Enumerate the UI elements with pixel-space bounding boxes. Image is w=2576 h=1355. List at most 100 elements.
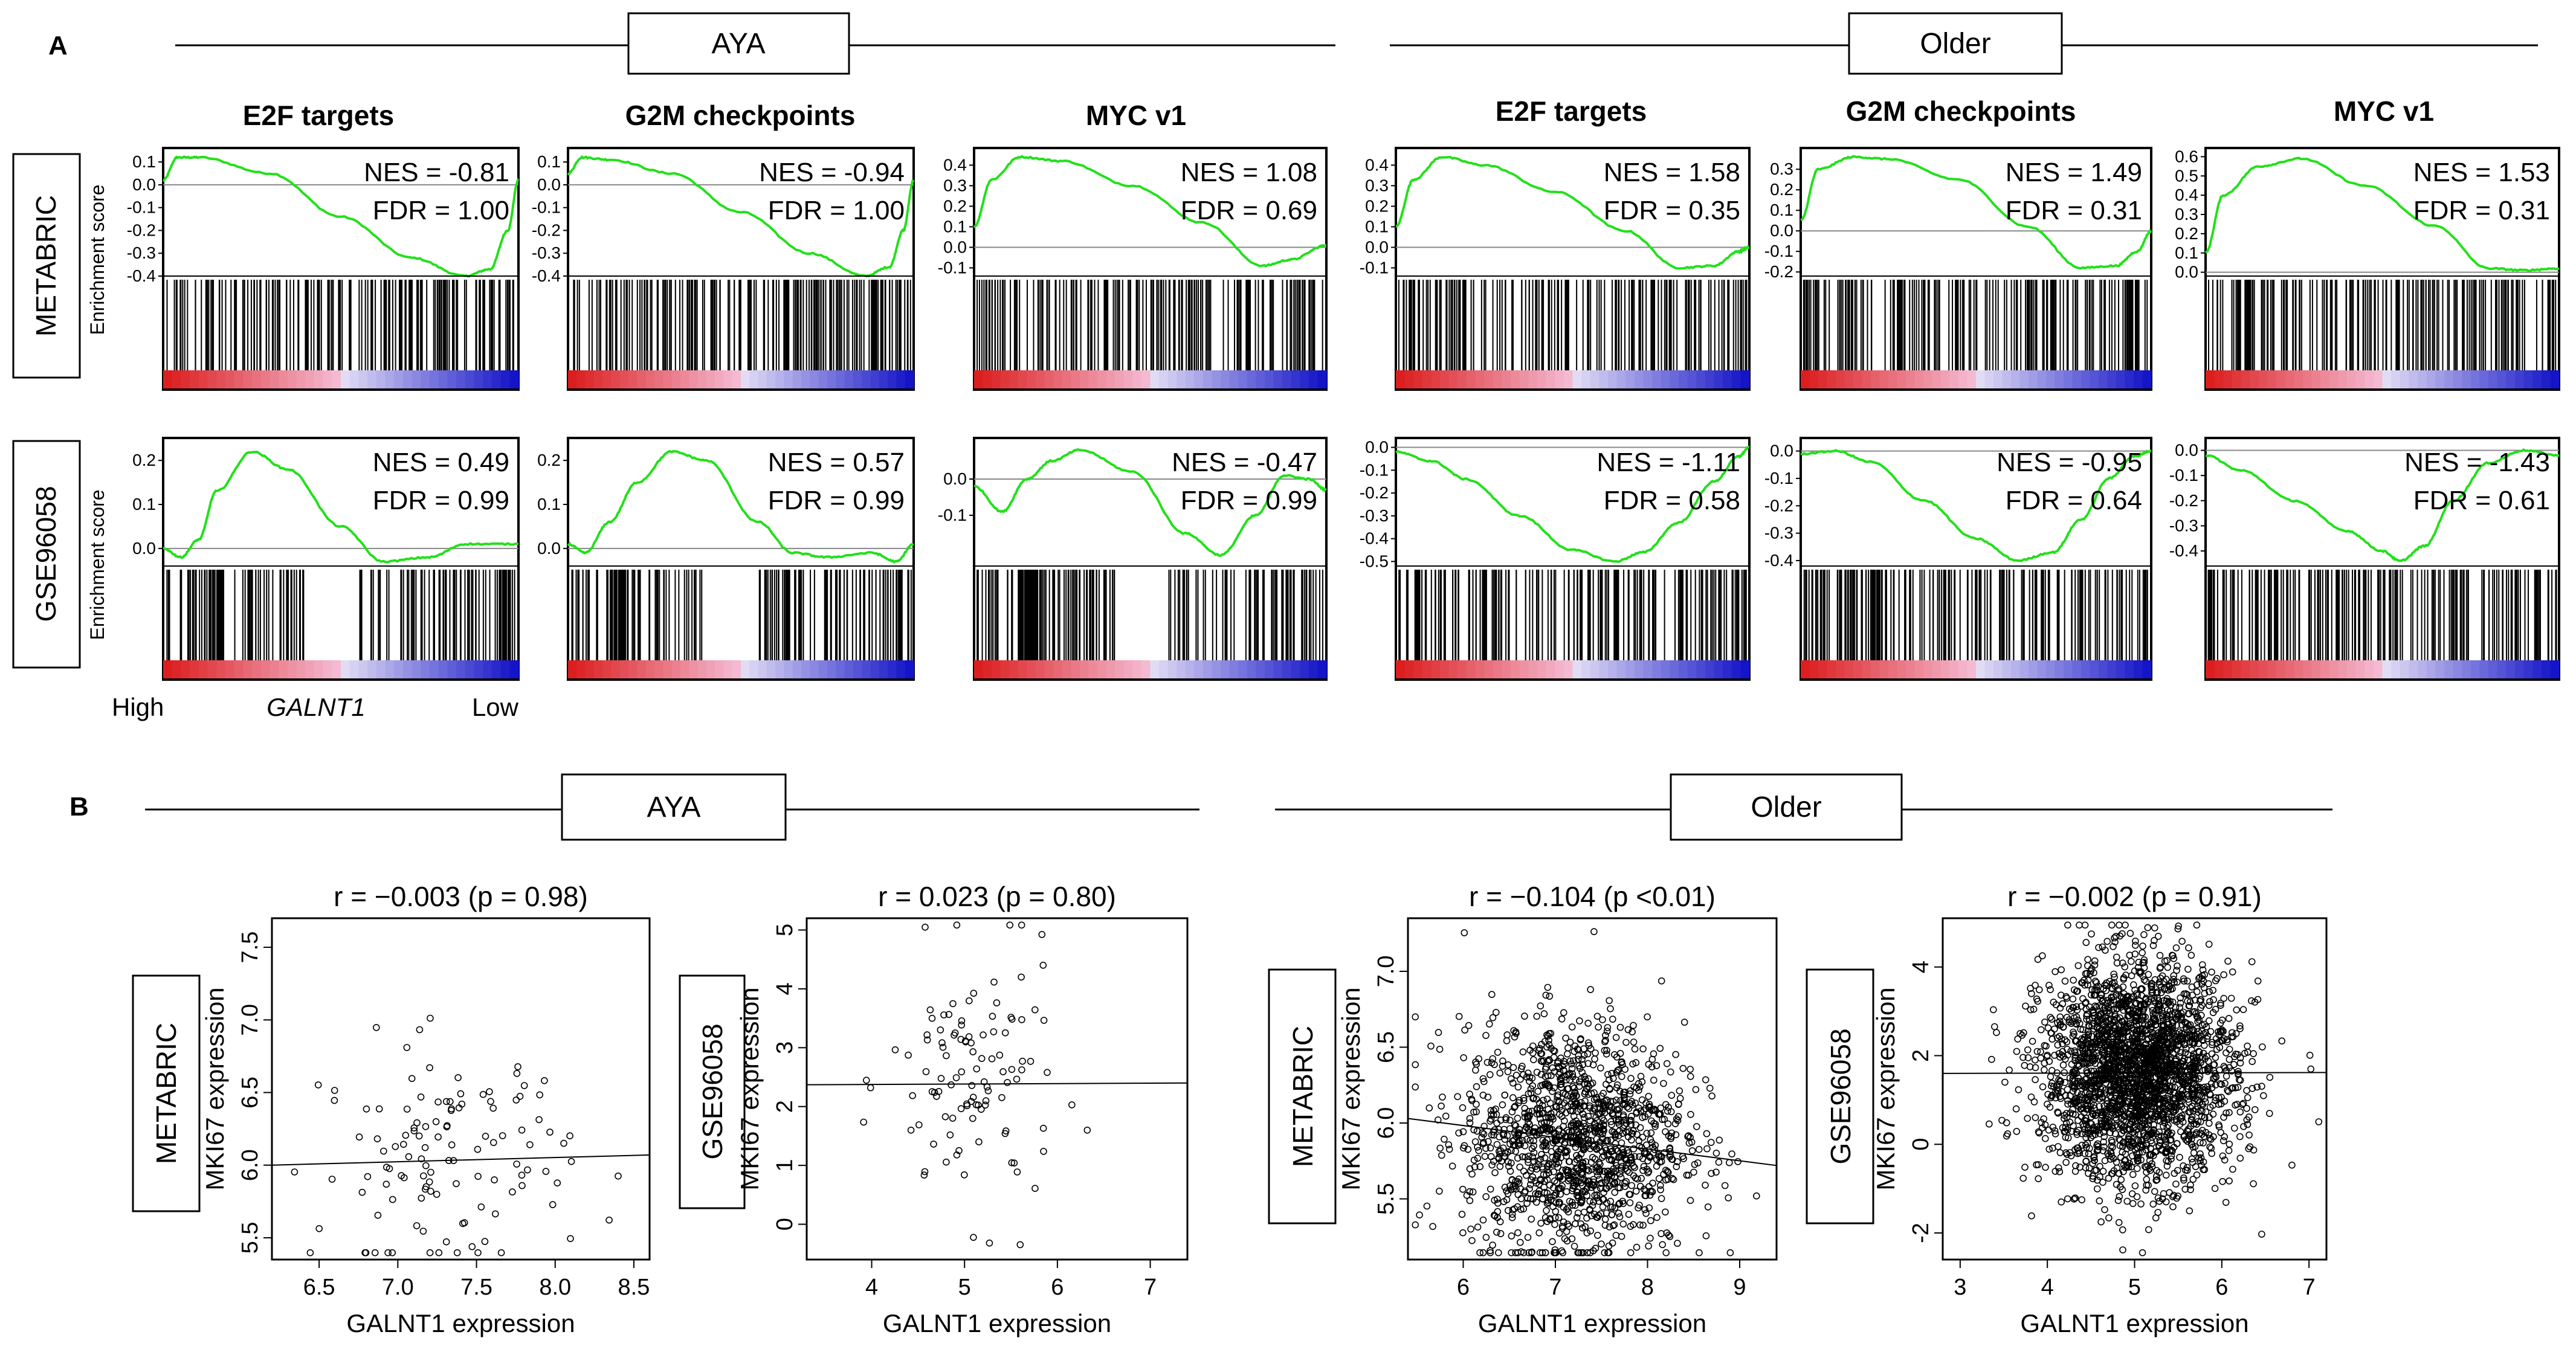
rank-color-segment [2444,660,2454,678]
data-point [1592,1244,1600,1252]
data-point [1609,1239,1616,1247]
rank-color-segment [749,370,759,388]
data-point [1001,1029,1009,1037]
nes-label: NES = 1.08 [1181,158,1317,187]
x-axis-label: GALNT1 expression [1478,1309,1706,1337]
data-point [1555,1229,1563,1237]
rank-color-segment [1194,660,1204,678]
rank-color-segment [1079,370,1089,388]
data-point [1517,1141,1524,1148]
y-tick-label: -0.1 [938,506,967,524]
rank-color-segment [1229,660,1239,678]
rank-color-segment [611,370,621,388]
data-point [1606,1156,1613,1163]
rank-color-segment [619,370,630,388]
data-point [1637,1072,1645,1080]
data-point [1002,1127,1010,1135]
data-point [331,1087,338,1094]
data-point [1619,1130,1626,1137]
rank-color-segment [2506,370,2516,388]
rank-color-segment [474,660,484,678]
data-point [1555,1097,1563,1105]
data-point [1479,1249,1487,1257]
rank-color-segment [1818,660,1828,678]
data-point [1679,1064,1687,1072]
data-point [1545,1106,1552,1113]
data-point [1616,1170,1624,1177]
data-point [990,978,998,986]
rank-color-segment [1599,370,1609,388]
data-point [413,1119,421,1127]
x-tick-label: 5 [958,1275,971,1300]
data-point [383,1180,390,1188]
rank-color-segment [645,660,655,678]
y-axis-label: MKI67 expression [1337,987,1365,1190]
data-point [1570,1112,1578,1120]
data-point [1606,1223,1613,1231]
data-point [1578,1069,1586,1076]
rank-color-segment [1071,370,1080,388]
rank-color-segment [358,660,369,678]
rank-color-segment [1115,370,1125,388]
data-point [860,1118,867,1126]
rank-color-segment [376,660,386,678]
data-point [1696,1249,1703,1257]
rank-color-segment [2011,370,2021,388]
rank-color-segment [341,660,350,678]
data-point [1549,1088,1556,1095]
rank-color-segment [1159,370,1169,388]
data-point [1563,1077,1570,1084]
data-point [400,1174,408,1182]
data-point [416,1026,424,1034]
rank-color-segment [2090,370,2099,388]
data-point [491,1210,499,1218]
data-point [1640,1163,1648,1170]
rank-color-segment [2373,660,2383,678]
y-tick-label: 7.0 [237,1004,263,1036]
data-point [419,1228,427,1235]
data-point [1627,1249,1635,1257]
y-tick-label: -0.1 [1764,242,1793,260]
data-point [1707,1139,1715,1146]
rank-color-segment [2037,370,2047,388]
y-tick-label: -0.5 [1360,552,1389,570]
data-point [1617,1174,1625,1182]
rank-color-segment [181,370,191,388]
rank-color-segment [1661,660,1671,678]
metabric-a-row-label: METABRIC [30,195,62,336]
data-point [1511,1102,1519,1110]
x-tick-label: 7 [1549,1275,1561,1300]
data-point [1435,1116,1442,1124]
data-point [1616,1087,1624,1095]
rank-color-segment [314,370,324,388]
data-point [1577,1036,1584,1043]
data-point [1657,1186,1664,1194]
data-point [453,1249,461,1257]
data-point [1555,1185,1563,1192]
data-point [1703,1145,1711,1153]
data-point [1645,1104,1653,1111]
data-point [1612,1096,1620,1104]
data-point [1563,1167,1570,1174]
rank-color-segment [1141,370,1151,388]
rank-color-segment [2214,370,2224,388]
data-point [1658,977,1665,985]
rank-color-segment [2347,660,2357,678]
data-point [1728,1150,1735,1157]
rank-color-segment [181,660,191,678]
y-tick-label: -0.2 [1764,496,1793,515]
rank-color-segment [2206,370,2215,388]
rank-color-segment [2206,660,2215,678]
data-point [966,997,973,1005]
data-point [371,1249,379,1257]
data-point [1544,1072,1552,1080]
data-point [1500,1198,1508,1205]
data-point [560,1139,567,1147]
correlation-title: r = 0.023 (p = 0.80) [878,881,1116,912]
data-point [1530,1149,1538,1156]
rank-color-segment [2320,660,2330,678]
data-point [986,1239,993,1247]
rank-color-segment [602,660,612,678]
rank-color-segment [697,370,707,388]
